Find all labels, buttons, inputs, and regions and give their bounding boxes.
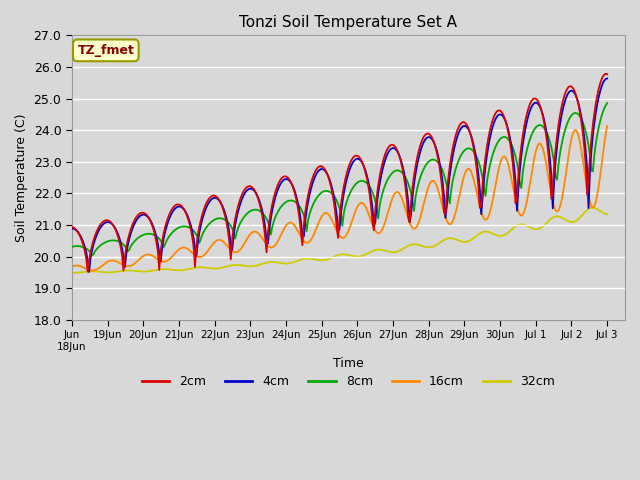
Legend: 2cm, 4cm, 8cm, 16cm, 32cm: 2cm, 4cm, 8cm, 16cm, 32cm (137, 370, 560, 393)
Y-axis label: Soil Temperature (C): Soil Temperature (C) (15, 113, 28, 242)
Text: TZ_fmet: TZ_fmet (77, 44, 134, 57)
X-axis label: Time: Time (333, 357, 364, 371)
Title: Tonzi Soil Temperature Set A: Tonzi Soil Temperature Set A (239, 15, 458, 30)
